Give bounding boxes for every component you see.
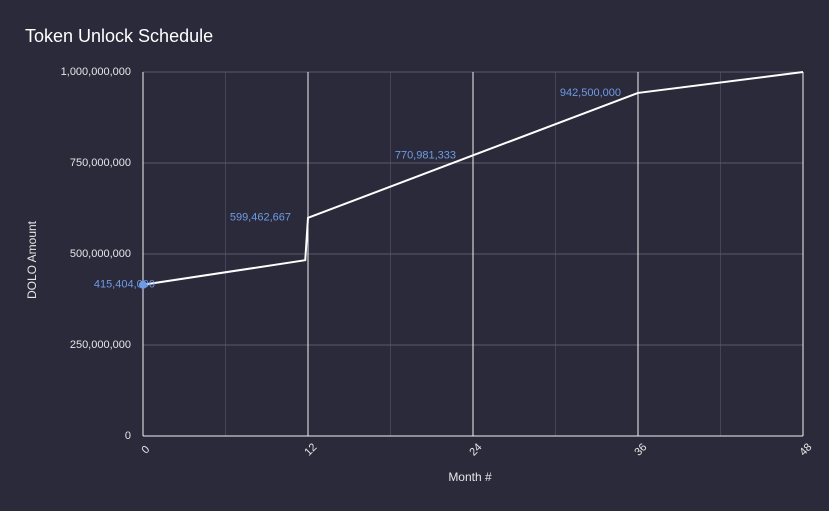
data-label: 415,404,000 bbox=[94, 279, 155, 291]
data-label: 599,462,667 bbox=[230, 212, 291, 224]
data-label: 770,981,333 bbox=[395, 149, 456, 161]
y-axis-title: DOLO Amount bbox=[25, 220, 39, 299]
y-tick-label: 1,000,000,000 bbox=[61, 66, 131, 78]
chart-title: Token Unlock Schedule bbox=[25, 26, 213, 46]
y-tick-label: 0 bbox=[125, 430, 131, 442]
point-marker bbox=[139, 280, 147, 289]
y-tick-label: 750,000,000 bbox=[70, 157, 131, 169]
x-axis-title: Month # bbox=[448, 470, 492, 484]
data-label: 942,500,000 bbox=[560, 87, 621, 99]
y-tick-label: 250,000,000 bbox=[70, 339, 131, 351]
line bbox=[142, 71, 804, 286]
y-tick-label: 500,000,000 bbox=[70, 248, 131, 260]
